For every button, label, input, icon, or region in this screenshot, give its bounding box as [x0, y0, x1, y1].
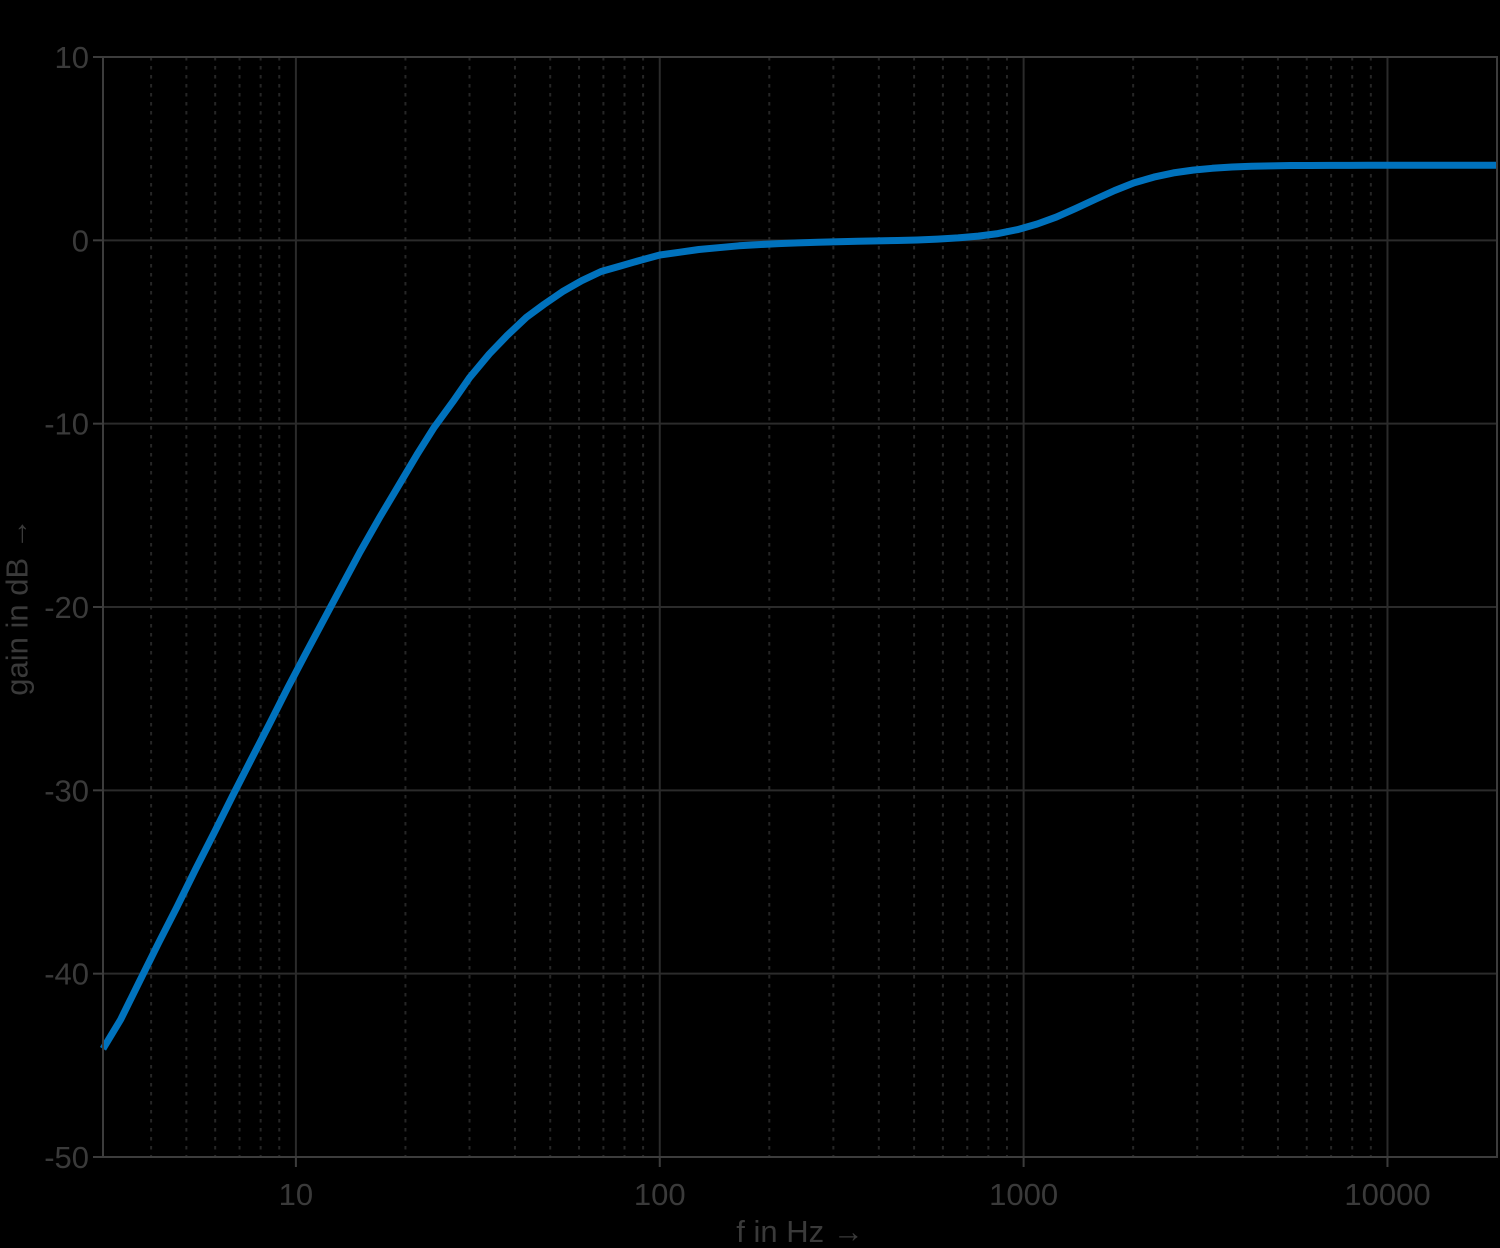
- axis-ticks: [93, 56, 1389, 1167]
- x-tick-label: 100: [634, 1177, 686, 1212]
- y-tick-label: -30: [44, 773, 89, 808]
- y-tick-labels: 10 0 -10 -20 -30 -40 -50: [44, 40, 89, 1175]
- y-tick-label: -20: [44, 590, 89, 625]
- y-tick-label: -50: [44, 1140, 89, 1175]
- x-tick-label: 10: [279, 1177, 313, 1212]
- x-tick-labels: 10 100 1000 10000: [279, 1177, 1431, 1212]
- major-gridlines: [103, 56, 1497, 1158]
- y-tick-label: -10: [44, 407, 89, 442]
- y-axis-label: gain in dB →: [0, 518, 35, 696]
- x-axis-label: f in Hz →: [736, 1214, 864, 1248]
- x-tick-label: 10000: [1344, 1177, 1430, 1212]
- y-tick-label: 10: [55, 40, 89, 75]
- x-tick-label: 1000: [989, 1177, 1058, 1212]
- y-tick-label: -40: [44, 957, 89, 992]
- gain-curve: [100, 161, 1497, 1051]
- y-tick-label: 0: [72, 223, 89, 258]
- series-lines: [100, 161, 1497, 1051]
